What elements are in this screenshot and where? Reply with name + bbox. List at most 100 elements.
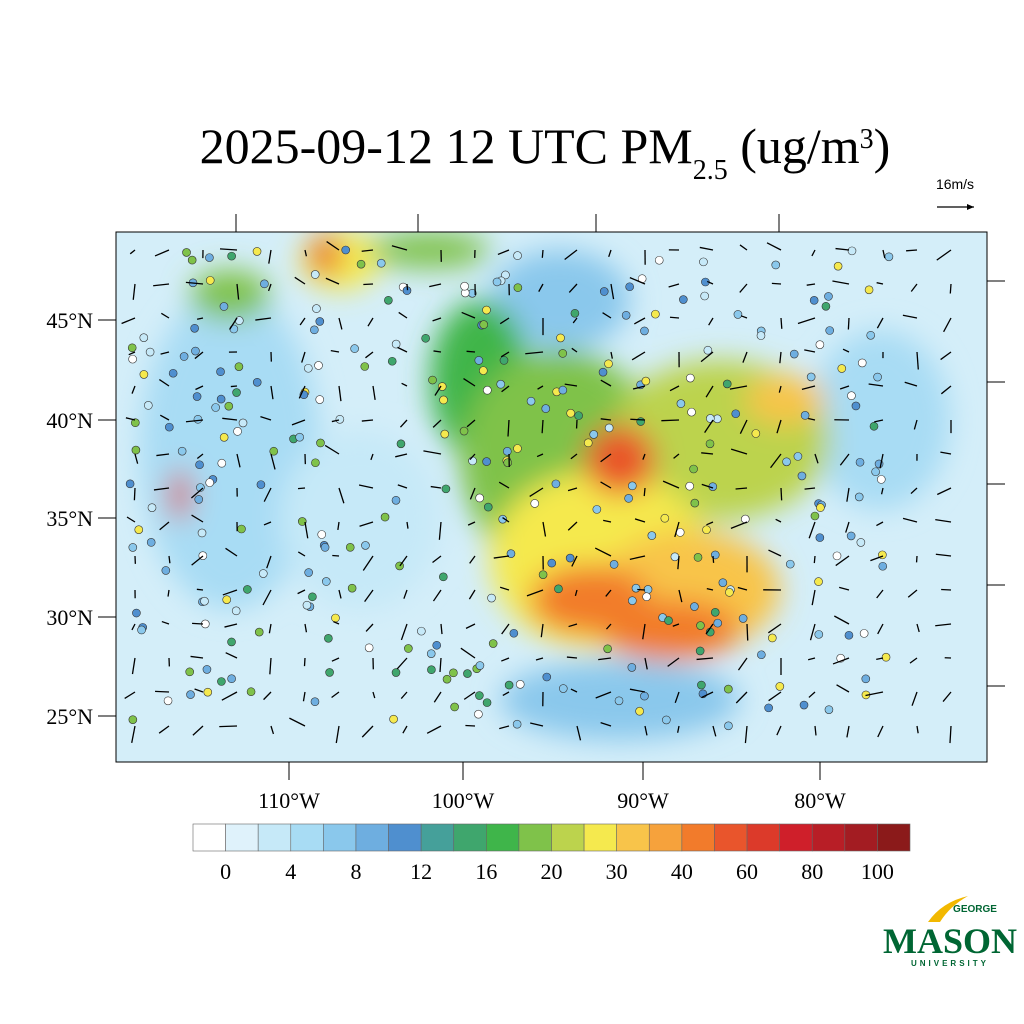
wind-arrow bbox=[335, 725, 340, 744]
wind-arrow bbox=[809, 623, 816, 641]
wind-arrow bbox=[361, 419, 374, 422]
station bbox=[312, 304, 321, 313]
lat-label: 30°N bbox=[46, 605, 93, 630]
wind-arrow bbox=[463, 691, 476, 700]
wind-arrow bbox=[537, 385, 544, 390]
station bbox=[246, 687, 256, 697]
wind-arrow bbox=[600, 418, 612, 421]
wind-arrow bbox=[907, 589, 918, 598]
station bbox=[503, 458, 512, 467]
station bbox=[664, 616, 673, 625]
wind-arrow bbox=[432, 589, 442, 602]
station bbox=[844, 630, 854, 640]
wind-arrow bbox=[367, 317, 374, 327]
station bbox=[501, 270, 510, 280]
station bbox=[604, 423, 614, 433]
wind-arrow bbox=[466, 419, 476, 428]
station bbox=[232, 388, 241, 397]
wind-arrow bbox=[325, 277, 340, 285]
wind-arrow bbox=[465, 724, 476, 727]
wind-arrow bbox=[942, 691, 952, 702]
station bbox=[690, 498, 700, 508]
lon-label: 110°W bbox=[258, 788, 320, 813]
station bbox=[216, 367, 225, 377]
station bbox=[195, 460, 204, 470]
wind-arrow bbox=[128, 351, 136, 356]
wind-arrow bbox=[876, 657, 884, 661]
station bbox=[317, 530, 327, 539]
station bbox=[627, 663, 637, 672]
station bbox=[311, 458, 320, 468]
wind-arrow bbox=[940, 451, 952, 455]
station bbox=[254, 627, 264, 637]
station bbox=[482, 305, 491, 315]
wind-arrow bbox=[667, 657, 680, 667]
wind-arrow bbox=[395, 453, 408, 458]
station bbox=[468, 456, 477, 466]
wind-arrow bbox=[936, 487, 952, 496]
station bbox=[440, 429, 450, 439]
station bbox=[837, 364, 847, 373]
wind-arrow bbox=[333, 621, 340, 625]
wind-arrow bbox=[299, 317, 306, 326]
station bbox=[322, 577, 331, 586]
station bbox=[641, 376, 651, 386]
station bbox=[482, 457, 491, 466]
station bbox=[396, 439, 406, 449]
wind-arrow bbox=[530, 722, 544, 727]
station bbox=[139, 333, 149, 342]
wind-arrow bbox=[461, 311, 476, 319]
wind-arrow bbox=[359, 521, 374, 527]
station bbox=[702, 525, 711, 535]
wind-arrow bbox=[267, 283, 272, 292]
wind-arrow bbox=[397, 346, 408, 353]
station bbox=[186, 690, 195, 699]
wind-arrow bbox=[594, 547, 612, 557]
wind-arrow bbox=[696, 657, 714, 661]
station bbox=[722, 379, 732, 389]
station bbox=[194, 495, 204, 504]
station bbox=[693, 553, 703, 562]
station bbox=[428, 375, 437, 385]
wind-arrow bbox=[131, 623, 136, 631]
wind-arrow bbox=[269, 657, 272, 675]
station bbox=[816, 503, 825, 512]
station bbox=[252, 247, 262, 256]
station bbox=[474, 356, 484, 365]
wind-arrow bbox=[876, 282, 884, 285]
station bbox=[614, 696, 624, 706]
wind-arrow bbox=[338, 589, 342, 599]
station bbox=[876, 475, 886, 484]
wind-arrow bbox=[159, 521, 170, 531]
wind-arrow bbox=[776, 419, 782, 434]
wind-arrow bbox=[196, 453, 204, 459]
wind-arrow bbox=[401, 382, 408, 387]
station bbox=[631, 583, 641, 593]
wind-arrow bbox=[804, 349, 816, 353]
wind-arrow bbox=[332, 554, 340, 557]
wind-arrow bbox=[433, 350, 442, 353]
wind-arrow bbox=[194, 351, 204, 360]
station bbox=[566, 408, 575, 418]
wind-arrow bbox=[160, 312, 170, 319]
station bbox=[441, 484, 451, 494]
wind-arrow bbox=[372, 385, 376, 400]
colorbar-swatch bbox=[453, 823, 487, 852]
station bbox=[146, 538, 156, 547]
station bbox=[231, 606, 241, 616]
wind-arrow bbox=[498, 481, 510, 489]
station bbox=[304, 568, 313, 577]
wind-arrow bbox=[236, 453, 241, 468]
station bbox=[205, 253, 214, 262]
station bbox=[542, 672, 552, 682]
wind-arrow bbox=[776, 725, 782, 736]
wind-arrow bbox=[365, 623, 374, 632]
station bbox=[741, 514, 750, 524]
wind-arrow bbox=[877, 623, 884, 635]
wind-arrow bbox=[916, 351, 919, 370]
station bbox=[191, 346, 200, 356]
wind-arrow bbox=[358, 484, 374, 489]
station bbox=[725, 588, 734, 597]
wind-arrow bbox=[192, 725, 204, 736]
wind-arrow bbox=[949, 283, 952, 294]
